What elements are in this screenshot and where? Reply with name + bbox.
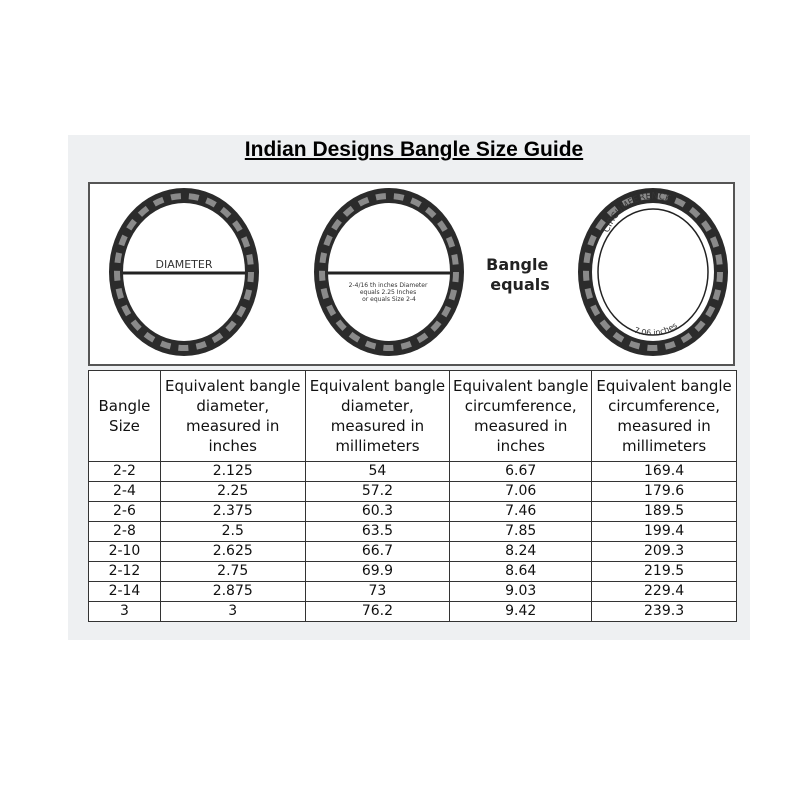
cell-circumference-mm: 169.4 [591, 461, 737, 482]
bangle-diameter-icon [109, 188, 259, 356]
cell-circumference-inches: 9.03 [449, 581, 593, 602]
cell-diameter-mm: 69.9 [304, 561, 451, 582]
table-row: 3 3 76.2 9.42 239.3 [88, 601, 737, 622]
cell-circumference-inches: 7.85 [449, 521, 593, 542]
header-bangle-size: Bangle Size [88, 370, 161, 462]
diameter-label: DIAMETER [156, 258, 213, 271]
header-diameter-inches: Equivalent bangle diameter, measured in … [159, 370, 306, 462]
cell-circumference-mm: 189.5 [591, 501, 737, 522]
cell-diameter-mm: 54 [304, 461, 451, 482]
cell-circumference-mm: 179.6 [591, 481, 737, 502]
cell-size: 3 [88, 601, 161, 622]
cell-diameter-mm: 57.2 [304, 481, 451, 502]
cell-diameter-mm: 73 [304, 581, 451, 602]
cell-size: 2-10 [88, 541, 161, 562]
cell-circumference-mm: 199.4 [591, 521, 737, 542]
cell-size: 2-2 [88, 461, 161, 482]
cell-circumference-inches: 7.06 [449, 481, 593, 502]
cell-diameter-inches: 2.75 [159, 561, 306, 582]
cell-size: 2-14 [88, 581, 161, 602]
cell-size: 2-4 [88, 481, 161, 502]
table-row: 2-4 2.25 57.2 7.06 179.6 [88, 481, 737, 502]
bangle-circumference-icon [578, 188, 728, 356]
table-row: 2-10 2.625 66.7 8.24 209.3 [88, 541, 737, 562]
size-table: Bangle Size Equivalent bangle diameter, … [88, 370, 737, 622]
cell-circumference-mm: 219.5 [591, 561, 737, 582]
bangle-example-icon [314, 188, 464, 356]
cell-circumference-inches: 6.67 [449, 461, 593, 482]
table-row: 2-2 2.125 54 6.67 169.4 [88, 461, 737, 482]
cell-diameter-inches: 2.125 [159, 461, 306, 482]
cell-circumference-inches: 8.64 [449, 561, 593, 582]
cell-circumference-inches: 7.46 [449, 501, 593, 522]
page-title: Indian Designs Bangle Size Guide [244, 138, 584, 161]
cell-circumference-mm: 209.3 [591, 541, 737, 562]
cell-circumference-inches: 8.24 [449, 541, 593, 562]
cell-diameter-inches: 2.375 [159, 501, 306, 522]
cell-diameter-mm: 76.2 [304, 601, 451, 622]
table-header-row: Bangle Size Equivalent bangle diameter, … [88, 370, 737, 462]
cell-circumference-mm: 239.3 [591, 601, 737, 622]
bangle-diagrams: DIAMETER 2-4/16 th inches Diameter equal… [109, 188, 728, 356]
cell-diameter-mm: 63.5 [304, 521, 451, 542]
cell-diameter-mm: 66.7 [304, 541, 451, 562]
cell-diameter-inches: 3 [159, 601, 306, 622]
cell-diameter-inches: 2.25 [159, 481, 306, 502]
cell-diameter-inches: 2.625 [159, 541, 306, 562]
cell-size: 2-8 [88, 521, 161, 542]
cell-size: 2-6 [88, 501, 161, 522]
header-diameter-mm: Equivalent bangle diameter, measured in … [304, 370, 451, 462]
header-circumference-mm: Equivalent bangle circumference, measure… [591, 370, 737, 462]
table-row: 2-12 2.75 69.9 8.64 219.5 [88, 561, 737, 582]
table-row: 2-8 2.5 63.5 7.85 199.4 [88, 521, 737, 542]
bangle-illustration: DIAMETER 2-4/16 th inches Diameter equal… [88, 182, 735, 366]
cell-size: 2-12 [88, 561, 161, 582]
table-row: 2-6 2.375 60.3 7.46 189.5 [88, 501, 737, 522]
example-note: 2-4/16 th inches Diameter equals 2.25 In… [349, 282, 430, 303]
cell-diameter-inches: 2.875 [159, 581, 306, 602]
cell-diameter-mm: 60.3 [304, 501, 451, 522]
table-row: 2-14 2.875 73 9.03 229.4 [88, 581, 737, 602]
cell-circumference-mm: 229.4 [591, 581, 737, 602]
cell-circumference-inches: 9.42 [449, 601, 593, 622]
cell-diameter-inches: 2.5 [159, 521, 306, 542]
header-circumference-inches: Equivalent bangle circumference, measure… [449, 370, 593, 462]
bangle-equals-label: Bangle equals [486, 255, 554, 294]
